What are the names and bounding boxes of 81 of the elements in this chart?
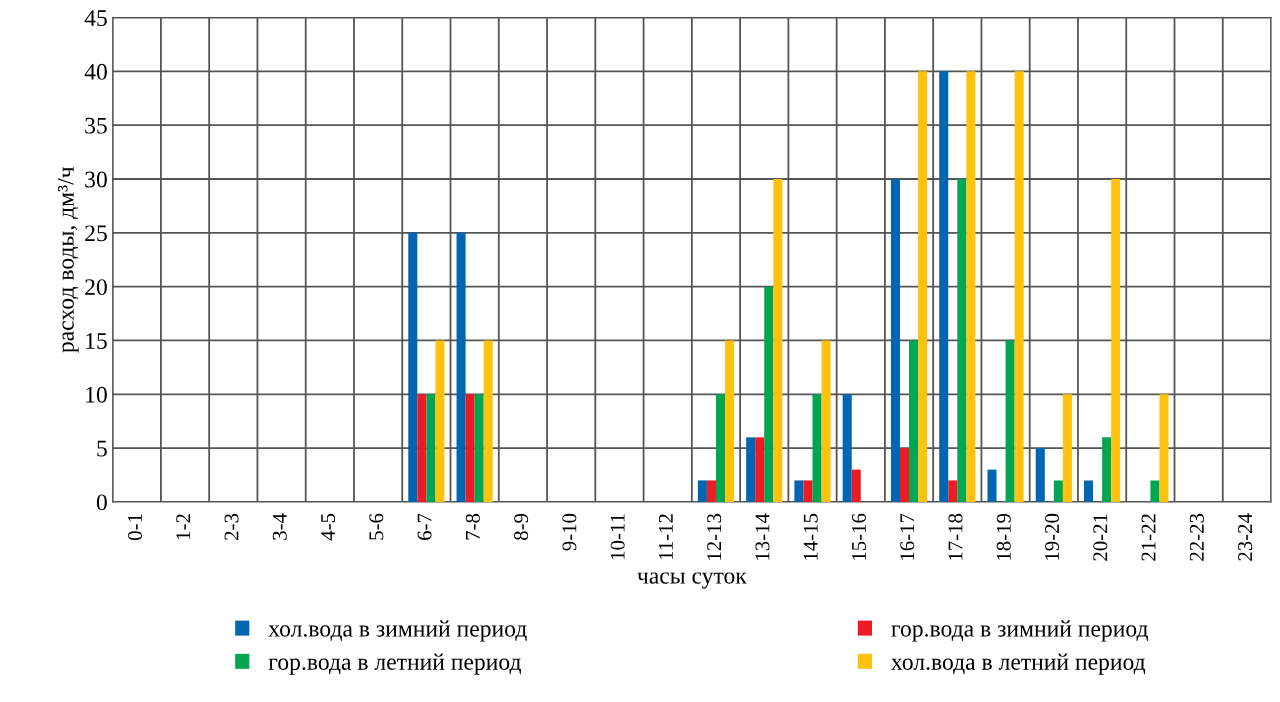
bar: [948, 480, 958, 502]
x-tick-label: 17-18: [948, 513, 963, 560]
x-tick-label: 18-19: [996, 513, 1011, 560]
x-tick-label: 7-8: [465, 513, 480, 540]
x-tick-label: 12-13: [707, 513, 722, 560]
x-tick-label: 9-10: [562, 513, 577, 551]
y-tick-label: 30: [85, 171, 107, 188]
bar: [474, 394, 484, 502]
x-tick-label: 4-5: [321, 513, 336, 541]
y-tick-label: 25: [85, 225, 107, 242]
x-tick-label: 14-15: [803, 513, 818, 560]
bar: [812, 394, 822, 502]
x-tick-label: 6-7: [417, 513, 432, 540]
bar: [715, 394, 726, 502]
x-tick-label: 0-1: [127, 514, 142, 541]
bar: [1084, 480, 1094, 502]
bar: [773, 179, 783, 502]
bar: [957, 179, 967, 502]
bar: [1102, 437, 1112, 502]
x-tick-label: 15-16: [851, 513, 866, 560]
bar: [966, 71, 976, 502]
bar: [909, 340, 919, 502]
y-tick-label: 15: [86, 333, 107, 349]
bar: [821, 340, 831, 502]
y-tick-label: 45: [84, 10, 107, 26]
x-tick-label: 19-20: [1045, 513, 1060, 560]
x-tick-label: 8-9: [514, 513, 529, 541]
x-tick-label: 3-4: [272, 513, 287, 540]
bar: [794, 480, 804, 502]
bar: [1053, 480, 1063, 502]
x-tick-label: 22-23: [1189, 513, 1204, 561]
y-tick-label: 0: [96, 494, 107, 511]
bar: [465, 394, 475, 502]
x-axis-title: часы суток: [637, 572, 747, 589]
legend-label: гор.вода в летний период: [268, 653, 521, 675]
bar: [1005, 340, 1015, 502]
y-axis-title: расход воды, дм³/ч: [58, 166, 79, 353]
bar: [426, 394, 436, 502]
bar: [725, 340, 735, 502]
bar: [408, 232, 418, 502]
x-tick-label: 10-11: [610, 514, 625, 560]
bar: [899, 448, 910, 502]
bar: [1035, 448, 1045, 502]
bar: [851, 469, 861, 502]
bar: [1014, 71, 1024, 502]
x-tick-label: 11-12: [658, 514, 673, 560]
bar: [890, 179, 900, 502]
y-tick-label: 20: [85, 279, 107, 296]
bar: [435, 340, 445, 502]
bar: [483, 340, 493, 502]
legend-label: гор.вода в зимний период: [891, 620, 1148, 642]
bar: [456, 232, 466, 502]
x-tick-label: 21-22: [1141, 514, 1156, 561]
bar: [842, 394, 852, 502]
bar: [755, 437, 765, 502]
bar: [1150, 480, 1160, 502]
bar: [417, 394, 427, 502]
bar: [939, 71, 949, 502]
bar: [1062, 394, 1072, 502]
bar: [706, 480, 716, 502]
y-tick-label: 10: [86, 386, 107, 403]
bar: [918, 71, 928, 502]
y-tick-label: 5: [97, 440, 107, 457]
x-tick-label: 13-14: [755, 513, 770, 560]
bar: [803, 480, 813, 502]
legend-label: хол.вода в летний период: [891, 653, 1146, 675]
x-tick-label: 1-2: [176, 514, 191, 539]
x-tick-label: 20-21: [1093, 514, 1108, 561]
x-tick-label: 16-17: [900, 513, 915, 560]
bar: [1159, 394, 1169, 502]
legend-label: хол.вода в зимний период: [268, 620, 527, 642]
bar: [697, 480, 707, 502]
x-tick-label: 2-3: [224, 513, 239, 540]
y-tick-label: 35: [85, 117, 107, 134]
bar: [987, 469, 997, 502]
bar: [1111, 179, 1121, 502]
x-tick-label: 5-6: [369, 513, 384, 540]
x-tick-label: 23-24: [1238, 513, 1253, 561]
y-tick-label: 40: [84, 63, 107, 80]
bar: [746, 437, 756, 502]
bar: [764, 286, 774, 502]
